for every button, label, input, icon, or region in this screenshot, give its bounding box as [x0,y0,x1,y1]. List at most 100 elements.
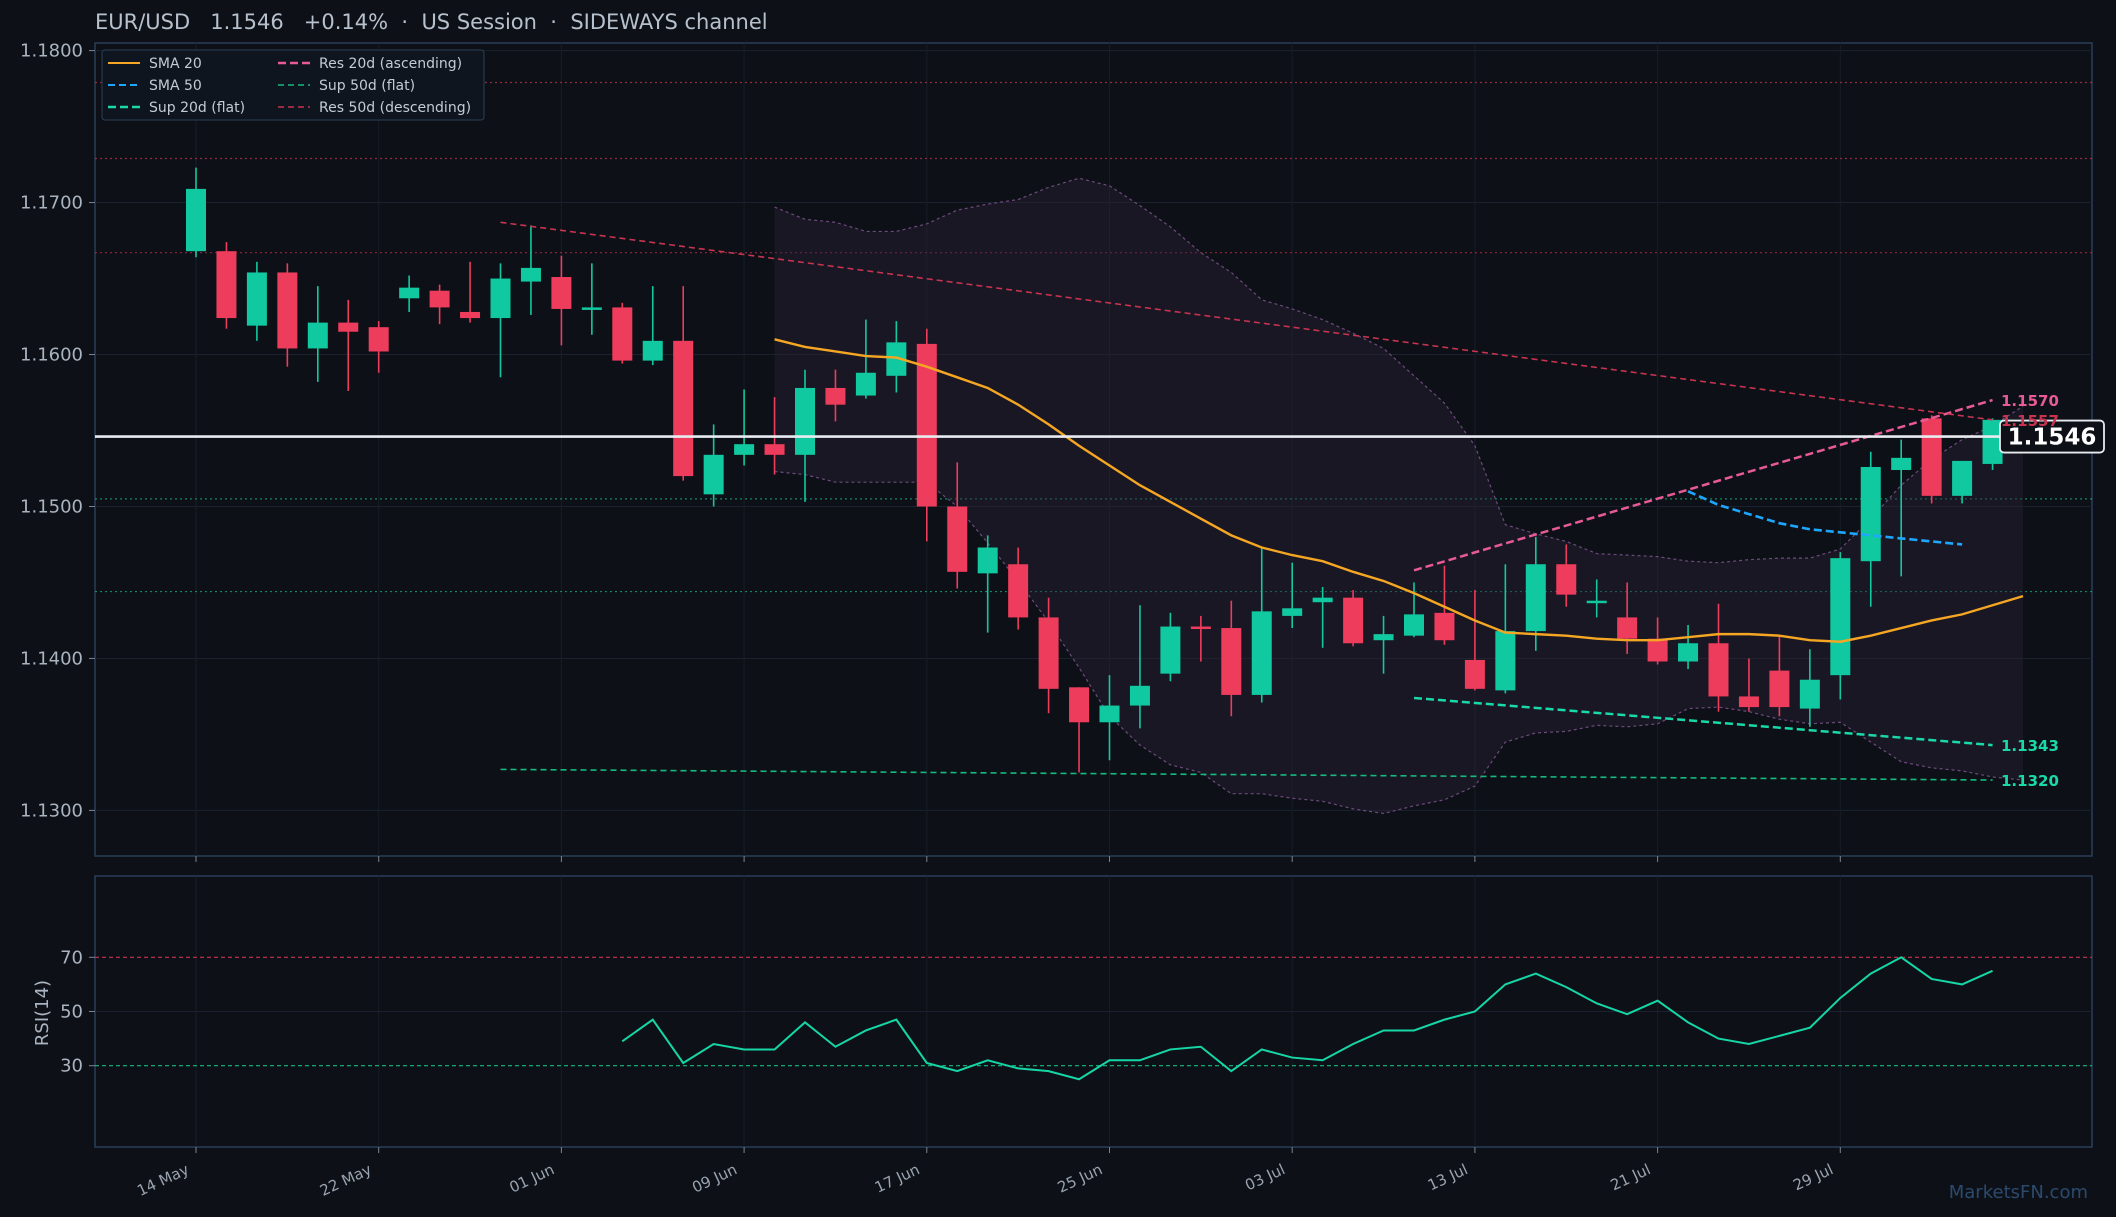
candle-body [246,272,267,326]
legend-entry: Res 50d (descending) [319,100,471,116]
candle-body [1678,643,1699,662]
legend-entry: Sup 50d (flat) [319,78,415,94]
candle [246,261,267,341]
regime-label: SIDEWAYS channel [570,10,768,34]
candle-body [1373,634,1394,641]
trendline [500,221,1993,421]
rsi-tick-label: 30 [60,1056,83,1077]
candle [734,389,755,466]
candle [399,275,420,312]
candle [703,424,724,507]
candle-body [307,322,328,349]
trendline [500,768,1993,781]
candle [277,263,298,367]
bollinger-lower-line [774,470,2024,815]
candle-body [825,387,846,405]
chart-title: EUR/USD 1.1546 +0.14% · US Session · SID… [95,10,768,34]
candle-body [1129,685,1150,706]
candle-body [1190,626,1211,630]
session-label: US Session [421,10,537,34]
candle-body [1738,696,1759,708]
candle [1982,418,2003,471]
date-tick-label: 03 Jul [1242,1160,1288,1194]
date-tick-label: 29 Jul [1790,1160,1836,1194]
date-tick-label: 09 Jun [689,1160,739,1196]
date-tick-label: 01 Jun [507,1160,557,1196]
rsi-axis-label: RSI(14) [32,980,53,1046]
candle-body [1221,628,1242,695]
level-label: 1.1570 [2001,392,2059,410]
date-tick-label: 14 May [134,1160,191,1200]
candle [1891,439,1912,577]
candle-body [1921,418,1942,496]
candle [1952,460,1973,504]
current-price-label: 1.1546 [2008,425,2097,451]
candle-body [916,343,937,507]
candle-body [1160,626,1181,674]
candle-body [1617,617,1638,639]
candle [1008,547,1029,630]
candle-body [764,444,785,455]
date-tick-label: 21 Jul [1608,1160,1654,1194]
candle-body [977,547,998,574]
candle-body [1312,597,1333,603]
candle [551,255,572,346]
candle-body [1434,612,1455,641]
candle [581,263,602,335]
candle-body [1495,631,1516,691]
candle [1799,649,1820,727]
candle [1251,547,1272,703]
candle [1038,597,1059,714]
candle [977,535,998,633]
candle [1769,635,1790,717]
date-tick-label: 17 Jun [872,1160,922,1196]
candle-body [1769,670,1790,708]
candle-body [1586,600,1607,604]
price-tick-label: 1.1800 [20,41,83,62]
candle [825,369,846,422]
candle [307,286,328,382]
candle-body [399,287,420,299]
candle-body [460,311,481,319]
candle [1708,603,1729,712]
candle-body [1708,643,1729,697]
candle-body [1251,611,1272,695]
candle-body [551,277,572,309]
trendline [1413,398,1993,572]
candle [1343,590,1364,647]
price-readout: 1.1546 [210,10,284,34]
candle-body [520,267,541,282]
candle [1830,552,1851,700]
candle-body [1099,705,1120,723]
candle-body [368,327,389,352]
candle-body [947,506,968,572]
watermark: MarketsFN.com [1948,1182,2088,1203]
candle-body [338,322,359,332]
candle-body [795,387,815,455]
candle [460,261,481,323]
candle-body [1860,466,1881,562]
candle-body [855,372,876,396]
candle [1678,625,1699,670]
candle-body [429,290,450,308]
candle [338,299,359,391]
candle [1069,687,1090,773]
candle-body [703,454,724,495]
candle [1282,562,1303,629]
candle [1404,582,1424,638]
candle-body [886,342,907,376]
candle-body [1891,457,1912,471]
price-tick-label: 1.1400 [20,648,83,669]
legend-entry: SMA 20 [149,56,202,72]
rsi-tick-label: 50 [60,1002,83,1023]
sma50-line [1687,490,1963,546]
candle-body [1069,687,1090,723]
candle [429,284,450,325]
date-tick-label: 13 Jul [1425,1160,1471,1194]
candle [855,319,876,399]
level-label: 1.1320 [2001,772,2059,790]
price-tick-label: 1.1500 [20,496,83,517]
change-readout: +0.14% [303,10,389,34]
legend-entry: Sup 20d (flat) [149,100,245,116]
